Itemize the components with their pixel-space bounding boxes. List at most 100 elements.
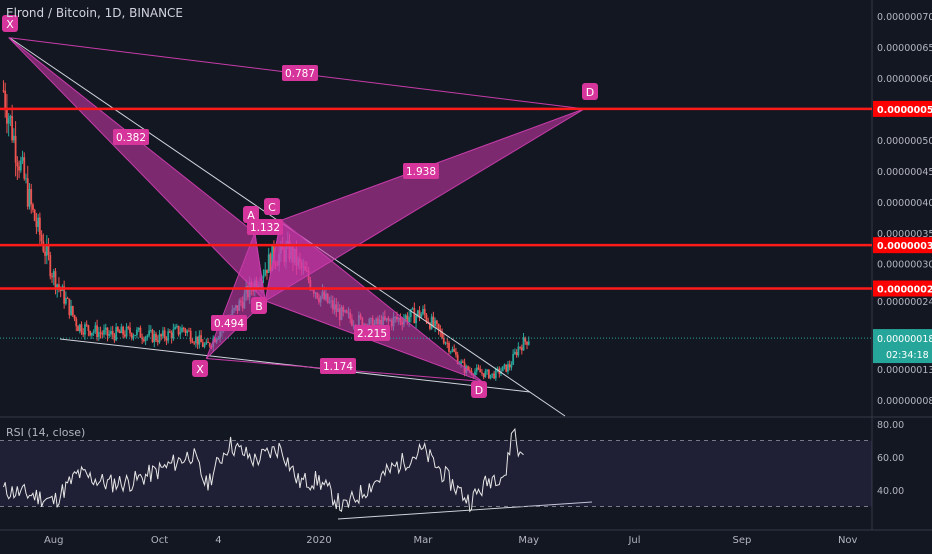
rsi-y-tick-label: 60.00 [877, 453, 904, 464]
ratio-label: 2.215 [357, 328, 387, 340]
candle-body [9, 115, 12, 118]
x-tick-label: Nov [838, 535, 858, 546]
candle-body [153, 333, 156, 343]
candle-body [7, 117, 10, 124]
candle-body [125, 326, 128, 337]
x-tick-label: May [518, 535, 539, 546]
candle-body [191, 341, 194, 343]
candle-body [470, 370, 473, 374]
ratio-label: 0.787 [285, 68, 315, 80]
last-price-bg [873, 329, 932, 364]
candle-body [527, 341, 530, 345]
candle-body [85, 324, 88, 326]
candle-body [205, 341, 208, 345]
candle-body [111, 331, 114, 336]
candle-body [28, 189, 31, 207]
candle-body [425, 314, 428, 322]
candle-body [33, 209, 36, 221]
candle-body [54, 271, 57, 290]
candle-body [73, 315, 76, 319]
candle-body [482, 373, 485, 378]
candle-body [106, 327, 109, 336]
candle-body [142, 339, 145, 342]
candle-body [182, 327, 185, 330]
candle-body [435, 320, 438, 324]
point-label: D [586, 86, 594, 99]
candle-body [520, 347, 523, 351]
candle-body [4, 90, 7, 110]
candle-body [484, 371, 487, 378]
candle-body [444, 342, 447, 344]
level-label-bg [873, 237, 932, 254]
candle-body [63, 286, 66, 304]
point-label-bg [264, 198, 280, 215]
candle-body [44, 251, 46, 256]
candle-body [149, 330, 152, 332]
candle-body [481, 372, 483, 374]
candle-body [455, 351, 457, 355]
rsi-trendline [337, 501, 593, 520]
level-label-bg [873, 100, 932, 117]
candle-body [108, 333, 111, 336]
pattern2-bcd [264, 219, 483, 382]
ratio-label-bg [320, 358, 356, 374]
candle-body [408, 317, 411, 323]
candle-body [122, 326, 124, 335]
candle-body [118, 331, 121, 334]
candle-body [64, 298, 67, 304]
candle-body [515, 352, 518, 356]
candle-body [141, 337, 144, 340]
ratio-label-bg [113, 129, 149, 145]
candle-body [66, 298, 69, 300]
candle-body [479, 369, 482, 373]
y-tick-label: 0.00000060 [877, 74, 932, 85]
candle-body [25, 178, 27, 180]
x-tick-label: 4 [215, 535, 221, 546]
candle-body [453, 349, 456, 352]
candle-body [92, 331, 95, 333]
rsi-y-tick-label: 40.00 [877, 486, 904, 497]
candle-body [155, 333, 157, 341]
candle-body [203, 344, 206, 347]
ratio-label-bg [247, 219, 283, 235]
candle-body [513, 352, 516, 354]
ratio-label-bg [354, 325, 390, 341]
ratio-label: 0.382 [116, 132, 146, 144]
candle-body [429, 323, 431, 329]
candle-body [186, 330, 189, 333]
candle-body [404, 315, 407, 320]
y-tick-label: 0.00000024 [877, 297, 932, 308]
candle-body [524, 337, 527, 342]
candle-body [32, 204, 34, 210]
candle-body [40, 234, 43, 242]
candle-body [415, 315, 417, 324]
candle-body [45, 244, 48, 256]
candle-body [264, 269, 267, 276]
y-tick-label: 0.00000070 [877, 12, 932, 23]
candle-body [507, 364, 509, 372]
candle-body [423, 308, 426, 315]
countdown-label: 02:34:18 [886, 350, 929, 361]
y-tick-label: 0.00000030 [877, 260, 932, 271]
candle-body [489, 374, 492, 379]
y-tick-label: 0.00000035 [877, 229, 932, 240]
candle-body [148, 330, 150, 336]
candle-body [123, 334, 126, 337]
point-label: C [268, 201, 276, 214]
chart-title: Elrond / Bitcoin, 1D, BINANCE [6, 6, 183, 20]
candle-body [451, 349, 454, 352]
candle-body [14, 135, 17, 163]
candle-body [461, 361, 464, 363]
x-tick-label: Oct [151, 535, 168, 546]
candle-body [132, 335, 135, 338]
rsi-y-tick-label: 80.00 [877, 420, 904, 431]
candle-body [26, 178, 29, 207]
candle-body [42, 241, 45, 252]
candle-body [519, 346, 521, 348]
candle-body [416, 310, 419, 316]
candle-body [23, 157, 26, 179]
candle-body [127, 326, 130, 328]
candle-body [508, 364, 511, 368]
y-tick-label: 0.00000008 [877, 396, 932, 407]
